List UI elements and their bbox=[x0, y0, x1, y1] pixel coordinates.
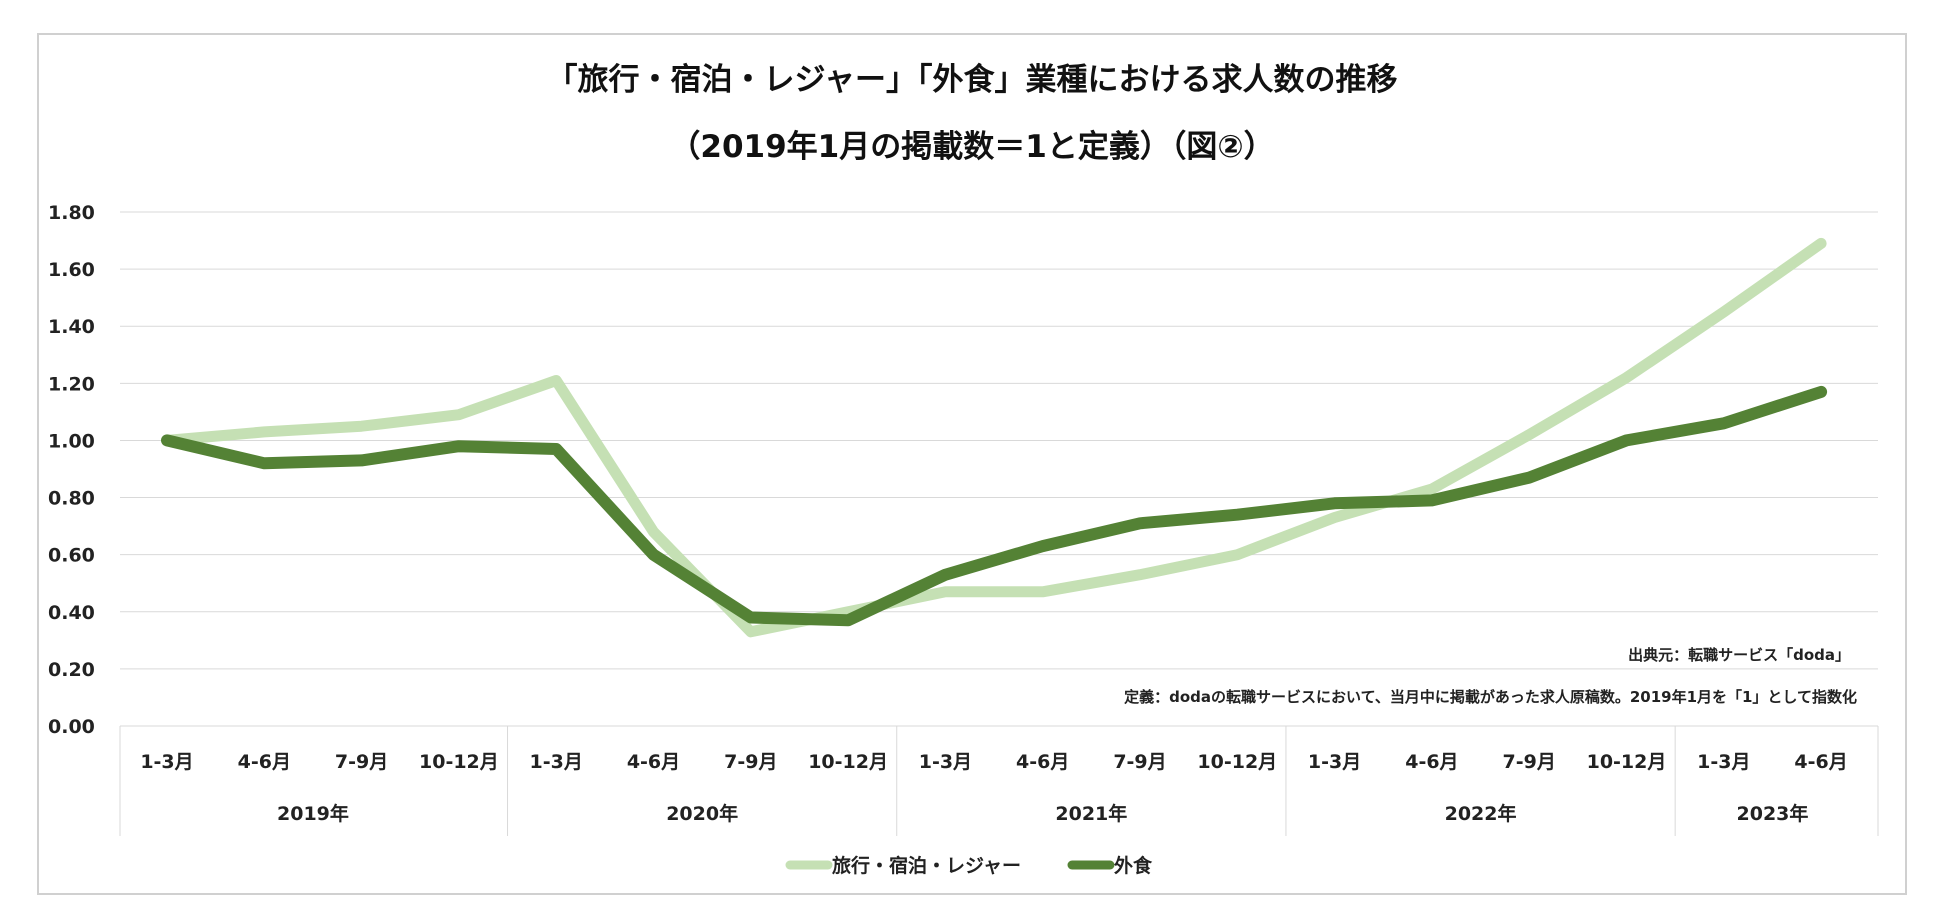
legend-label-1: 旅行・宿泊・レジャー bbox=[832, 854, 1021, 877]
x-tick-label: 1-3月 bbox=[919, 751, 972, 773]
x-tick-label: 4-6月 bbox=[1794, 751, 1847, 773]
x-group-label: 2023年 bbox=[1737, 802, 1809, 825]
chart-title: 「旅行・宿泊・レジャー」「外食」業種における求人数の推移 bbox=[547, 62, 1398, 98]
x-group-label: 2022年 bbox=[1445, 802, 1517, 825]
x-tick-label: 1-3月 bbox=[1697, 751, 1750, 773]
x-tick-label: 1-3月 bbox=[1308, 751, 1361, 773]
gridlines bbox=[120, 211, 1878, 670]
x-tick-label: 7-9月 bbox=[724, 751, 777, 773]
x-group-label: 2019年 bbox=[277, 802, 349, 825]
series-line-1 bbox=[161, 237, 1827, 638]
y-axis-ticks: 0.00 0.20 0.40 0.60 0.80 1.00 1.20 1.40 1.60 1.80 bbox=[48, 202, 95, 738]
y-tick-label: 1.60 bbox=[48, 259, 95, 281]
y-tick-label: 0.40 bbox=[48, 602, 95, 624]
x-tick-label: 10-12月 bbox=[808, 751, 888, 773]
x-tick-label: 10-12月 bbox=[419, 751, 499, 773]
y-tick-label: 1.20 bbox=[48, 373, 95, 395]
legend-label-2: 外食 bbox=[1114, 854, 1153, 877]
x-group-label: 2021年 bbox=[1055, 802, 1127, 825]
y-tick-label: 0.20 bbox=[48, 659, 95, 681]
x-tick-label: 1-3月 bbox=[530, 751, 583, 773]
y-tick-label: 1.40 bbox=[48, 316, 95, 338]
source-note: 出典元：転職サービス「doda」 bbox=[1628, 646, 1850, 664]
x-tick-label: 7-9月 bbox=[335, 751, 388, 773]
chart-subtitle: （2019年1月の掲載数＝1と定義）（図②） bbox=[669, 129, 1274, 165]
y-tick-label: 0.80 bbox=[48, 488, 95, 510]
x-group-label: 2020年 bbox=[666, 802, 738, 825]
x-tick-label: 7-9月 bbox=[1503, 751, 1556, 773]
legend: 旅行・宿泊・レジャー 外食 bbox=[785, 854, 1153, 877]
x-axis: 1-3月 4-6月 7-9月 10-12月 1-3月 4-6月 7-9月 10-12月 1-3月… bbox=[119, 725, 1879, 836]
series-line-2 bbox=[161, 385, 1828, 627]
y-tick-label: 0.00 bbox=[48, 716, 95, 738]
x-tick-label: 4-6月 bbox=[1405, 751, 1458, 773]
x-tick-label: 4-6月 bbox=[627, 751, 680, 773]
x-tick-label: 10-12月 bbox=[1197, 751, 1277, 773]
y-tick-label: 1.00 bbox=[48, 430, 95, 452]
y-tick-label: 1.80 bbox=[48, 202, 95, 224]
series-lines bbox=[161, 237, 1828, 638]
x-tick-label: 4-6月 bbox=[1016, 751, 1069, 773]
x-tick-label: 10-12月 bbox=[1587, 751, 1667, 773]
x-tick-label: 1-3月 bbox=[140, 751, 193, 773]
definition-note: 定義：dodaの転職サービスにおいて、当月中に掲載があった求人原稿数。2019年… bbox=[1124, 688, 1857, 706]
x-tick-label: 4-6月 bbox=[238, 751, 291, 773]
y-tick-label: 0.60 bbox=[48, 545, 95, 567]
x-tick-label: 7-9月 bbox=[1113, 751, 1166, 773]
